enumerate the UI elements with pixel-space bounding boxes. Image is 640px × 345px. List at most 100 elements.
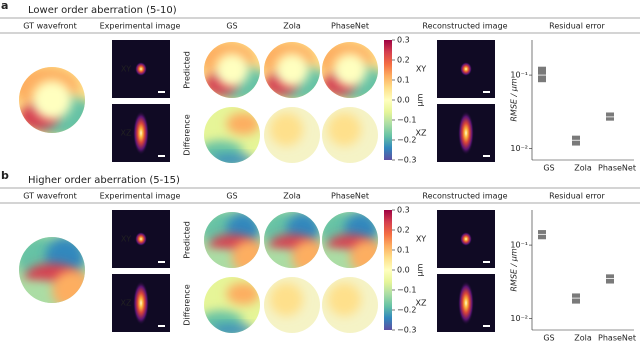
view-label: XY [121, 65, 131, 74]
psf-spot [460, 62, 472, 76]
difference-wavefront [322, 277, 378, 333]
psf-spot [458, 281, 474, 325]
wavefront-blob [327, 112, 362, 147]
predicted-wavefront [204, 212, 260, 268]
predicted-wavefront [204, 42, 260, 98]
predicted-wavefront [322, 42, 378, 98]
column-header: Reconstructed image [422, 22, 507, 31]
colorbar-tick-label: −0.2 [397, 306, 416, 315]
y-axis-label: RMSE / μm [510, 78, 519, 121]
column-header: GS [226, 22, 237, 31]
gt-wavefront [19, 67, 85, 133]
wavefront-blob [327, 282, 362, 317]
psf-spot [133, 281, 149, 325]
y-tick-label: 10⁻¹ [510, 241, 528, 250]
colorbar [384, 40, 392, 160]
wavefront-blob [269, 112, 304, 147]
difference-wavefront [204, 277, 260, 333]
difference-wavefront [204, 107, 260, 163]
column-header: GT wavefront [23, 192, 76, 201]
difference-wavefront [264, 277, 320, 333]
column-header: Residual error [549, 22, 605, 31]
column-header: Residual error [549, 192, 605, 201]
box [538, 66, 546, 83]
wavefront-blob [226, 112, 260, 135]
colorbar-unit: μm [416, 263, 425, 276]
column-header: Experimental image [100, 22, 181, 31]
colorbar-tick-label: −0.3 [397, 156, 416, 165]
wavefront-blob [209, 154, 255, 163]
x-tick-label: PhaseNet [598, 334, 636, 342]
view-label: XY [121, 235, 131, 244]
x-tick-label: Zola [574, 334, 592, 342]
box [572, 293, 580, 304]
wavefront-blob [350, 239, 378, 268]
colorbar-tick-label: −0.3 [397, 326, 416, 335]
row-label: Predicted [183, 221, 192, 259]
panel-title: Lower order aberration (5-10) [28, 5, 177, 16]
column-header: Zola [283, 22, 301, 31]
predicted-wavefront [264, 42, 320, 98]
row-label: Predicted [183, 51, 192, 89]
x-tick-label: GS [543, 164, 554, 173]
colorbar-tick-label: 0.3 [397, 36, 410, 45]
y-tick-label: 10⁻¹ [510, 71, 528, 80]
wavefront-blob [32, 80, 72, 120]
wavefront-blob [215, 53, 249, 87]
panel-letter: a [1, 0, 8, 12]
colorbar-tick-label: 0.0 [397, 266, 410, 275]
predicted-wavefront [322, 212, 378, 268]
view-label: XY [416, 65, 426, 74]
y-tick-label: 10⁻² [510, 314, 528, 323]
wavefront-blob [226, 282, 260, 305]
colorbar-tick-label: 0.3 [397, 206, 410, 215]
column-header: PhaseNet [331, 192, 369, 201]
gt-wavefront [19, 237, 85, 303]
colorbar-tick-label: −0.1 [397, 286, 416, 295]
column-header: GS [226, 192, 237, 201]
y-axis-label: RMSE / μm [510, 248, 519, 291]
wavefront-blob [232, 239, 260, 268]
colorbar-tick-label: 0.0 [397, 96, 410, 105]
colorbar [384, 210, 392, 330]
column-header: PhaseNet [331, 22, 369, 31]
psf-spot [458, 111, 474, 155]
wavefront-blob [275, 53, 309, 87]
wavefront-blob [209, 324, 255, 333]
colorbar-tick-label: 0.2 [397, 226, 410, 235]
view-label: XZ [416, 129, 427, 138]
psf-spot [460, 232, 472, 246]
colorbar-tick-label: −0.2 [397, 136, 416, 145]
view-label: XY [416, 235, 426, 244]
colorbar-tick-label: 0.1 [397, 76, 410, 85]
predicted-wavefront [264, 212, 320, 268]
x-tick-label: GS [543, 334, 554, 342]
view-label: XZ [416, 299, 427, 308]
panel-title: Higher order aberration (5-15) [28, 175, 180, 186]
row-label: Difference [183, 284, 192, 325]
column-header: Reconstructed image [422, 192, 507, 201]
y-tick-label: 10⁻² [510, 144, 528, 153]
colorbar-unit: μm [416, 93, 425, 106]
colorbar-tick-label: −0.1 [397, 116, 416, 125]
wavefront-blob [269, 282, 304, 317]
difference-wavefront [322, 107, 378, 163]
x-tick-label: PhaseNet [598, 164, 636, 173]
view-label: XZ [121, 129, 132, 138]
view-label: XZ [121, 299, 132, 308]
x-tick-label: Zola [574, 164, 592, 173]
colorbar-tick-label: 0.2 [397, 56, 410, 65]
colorbar-tick-label: 0.1 [397, 246, 410, 255]
column-header: GT wavefront [23, 22, 76, 31]
difference-wavefront [264, 107, 320, 163]
psf-spot [135, 232, 147, 246]
wavefront-blob [52, 270, 85, 303]
psf-spot [135, 62, 147, 76]
row-label: Difference [183, 114, 192, 155]
wavefront-blob [333, 53, 367, 87]
column-header: Experimental image [100, 192, 181, 201]
column-header: Zola [283, 192, 301, 201]
panel-letter: b [1, 169, 9, 182]
wavefront-blob [292, 239, 320, 268]
